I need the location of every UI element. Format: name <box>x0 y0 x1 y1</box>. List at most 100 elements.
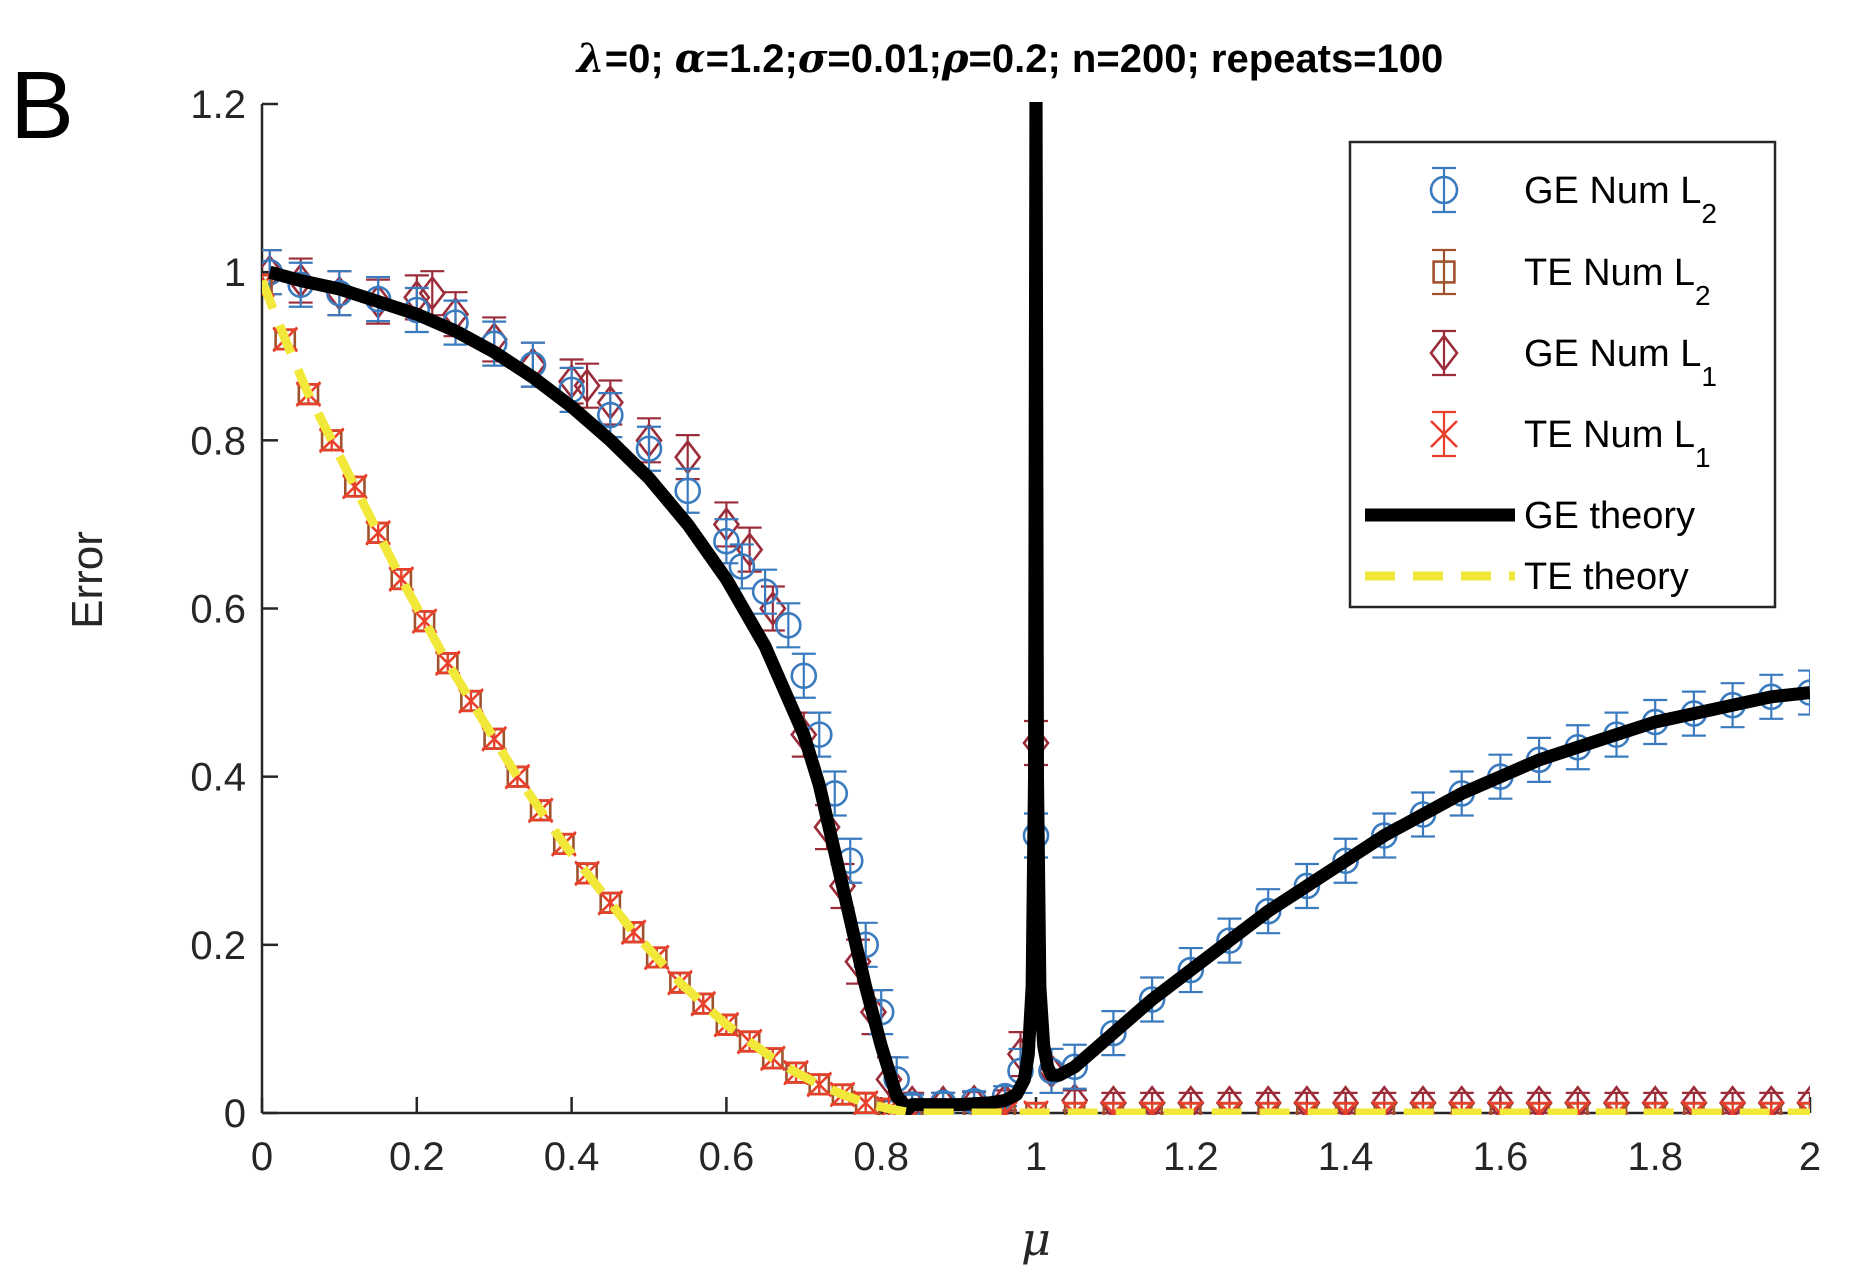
y-tick-label: 1.2 <box>190 83 246 127</box>
data-point <box>1525 1085 1553 1115</box>
data-point <box>1254 1085 1282 1115</box>
data-point <box>1293 872 1321 900</box>
error-bar <box>1432 329 1456 377</box>
data-point <box>713 527 740 555</box>
data-point <box>728 553 756 580</box>
data-point <box>929 1085 957 1115</box>
legend-box <box>1348 140 1777 609</box>
data-point <box>1332 1100 1359 1115</box>
data-point <box>1216 927 1243 954</box>
legend-entry: GE Num L1 <box>1429 329 1717 392</box>
legend-marker <box>1432 260 1456 284</box>
data-point <box>1099 1085 1128 1115</box>
data-point <box>1215 1085 1244 1115</box>
data-point <box>674 477 702 505</box>
error-bar <box>1798 1101 1810 1115</box>
y-tick-label: 0 <box>224 1092 246 1136</box>
y-tick-label: 0.4 <box>190 756 246 800</box>
data-point <box>1138 986 1166 1013</box>
data-point <box>790 662 818 690</box>
data-point <box>1254 897 1282 925</box>
data-point <box>1100 1019 1127 1047</box>
legend-marker <box>1429 333 1459 373</box>
data-point <box>1177 1085 1205 1115</box>
y-tick-label: 1 <box>224 251 246 295</box>
legend-entry: TE Num L1 <box>1430 410 1711 473</box>
error-bar <box>1798 669 1810 716</box>
data-point <box>1526 1100 1553 1115</box>
panel-label: B <box>10 52 74 159</box>
data-point <box>1177 956 1205 984</box>
data-point <box>596 401 624 429</box>
legend-entry: TE Num L2 <box>1432 248 1711 311</box>
data-point <box>1100 1100 1127 1115</box>
chart-title: λ=0; α=1.2;σ=0.01;ρ=0.2; n=200; repeats=… <box>575 35 1444 82</box>
x-tick-label: 0.4 <box>544 1135 600 1179</box>
data-layer <box>262 102 1810 1115</box>
y-tick-label: 0.2 <box>190 924 246 968</box>
x-tick-label: 2 <box>1799 1135 1821 1179</box>
legend-marker <box>1429 175 1459 205</box>
x-tick-label: 0.6 <box>699 1135 755 1179</box>
data-point <box>1486 1085 1515 1115</box>
legend-label: TE theory <box>1524 556 1689 598</box>
data-point <box>1061 1082 1089 1115</box>
error-bar <box>753 568 778 615</box>
data-point <box>1602 1085 1631 1115</box>
x-tick-label: 0.8 <box>853 1135 909 1179</box>
data-point <box>1758 1100 1785 1115</box>
data-point <box>1293 1085 1321 1115</box>
x-tick-label: 1.2 <box>1163 1135 1219 1179</box>
data-point <box>1680 1085 1708 1115</box>
x-tick-label: 0.2 <box>389 1135 445 1179</box>
data-point <box>852 1089 879 1115</box>
legend: GE Num L2 TE Num L2 GE Num L1 TE Num L1 GE t… <box>1348 140 1777 609</box>
data-point <box>1139 1100 1166 1115</box>
error-bar <box>1432 248 1456 296</box>
legend-label: TE Num L2 <box>1524 252 1711 311</box>
x-tick-label: 1.4 <box>1318 1135 1374 1179</box>
x-axis-label: μ <box>1021 1212 1051 1266</box>
legend-entry: GE theory <box>1365 495 1695 537</box>
data-point <box>1718 1085 1747 1115</box>
data-point <box>1138 1085 1166 1115</box>
x-tick-label: 1.6 <box>1473 1135 1529 1179</box>
legend-label: GE Num L1 <box>1524 333 1717 392</box>
data-point <box>1796 1085 1810 1115</box>
legend-entry: GE Num L2 <box>1429 166 1717 229</box>
data-point <box>1448 1085 1476 1115</box>
legend-entry: TE theory <box>1365 556 1689 598</box>
data-point <box>1719 1100 1746 1115</box>
legend-label: TE Num L1 <box>1524 414 1711 473</box>
data-point <box>1409 1085 1437 1115</box>
y-axis-label: Error <box>63 531 112 629</box>
legend-label: GE Num L2 <box>1524 170 1717 229</box>
legend-marker <box>1430 420 1458 448</box>
data-point <box>751 578 779 605</box>
data-point <box>775 612 802 639</box>
error-bar <box>1432 166 1456 214</box>
y-tick-label: 0.8 <box>190 419 246 463</box>
data-point <box>1332 847 1359 875</box>
x-tick-label: 1.8 <box>1627 1135 1683 1179</box>
data-point <box>1564 1085 1592 1115</box>
data-point <box>1641 1085 1669 1115</box>
x-tick-label: 1 <box>1025 1135 1047 1179</box>
data-point <box>1331 1085 1360 1115</box>
data-point <box>1757 1085 1785 1115</box>
error-bar <box>791 652 816 699</box>
data-point <box>262 273 273 296</box>
legend-label: GE theory <box>1524 495 1695 537</box>
series-line <box>268 102 1810 1115</box>
axes: 0 0.2 0.4 0.6 0.8 1 1.2 1.4 1.6 1.8 2 0 0.2 0.4 0.6 0.8… <box>190 83 1821 1179</box>
data-point <box>1797 1100 1810 1115</box>
data-point <box>635 435 663 463</box>
error-bar <box>776 602 801 649</box>
x-tick-label: 0 <box>251 1135 273 1179</box>
y-tick-label: 0.6 <box>190 588 246 632</box>
series-ge-theory <box>268 102 1810 1115</box>
data-point <box>1293 1100 1320 1115</box>
data-point <box>1370 1085 1398 1115</box>
data-point <box>1564 1100 1591 1115</box>
